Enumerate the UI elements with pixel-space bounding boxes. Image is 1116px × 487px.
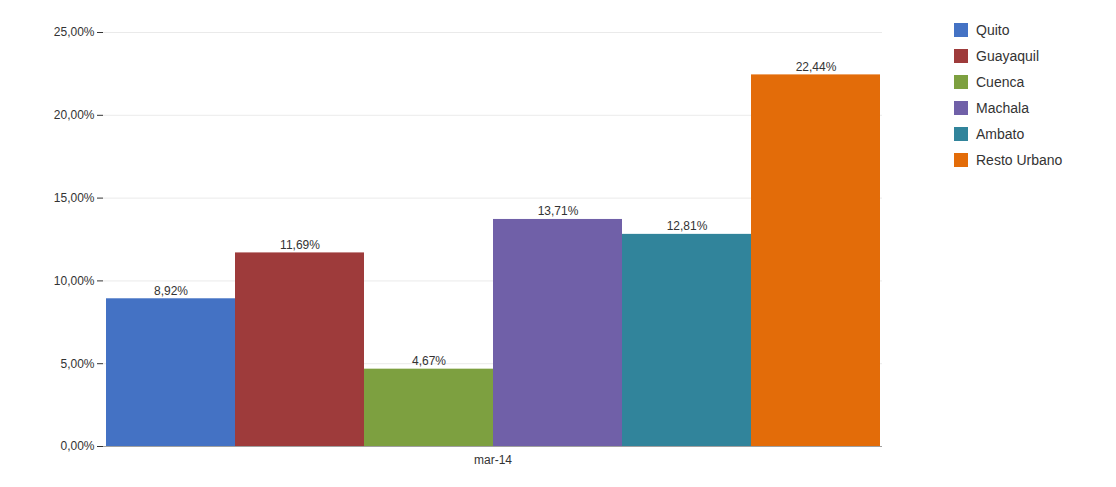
html-text:Ambato: Ambato	[976, 126, 1025, 142]
svg-text:15,00%: 15,00%	[54, 191, 95, 205]
svg-text:11,69%: 11,69%	[280, 238, 320, 252]
svg-text:10,00%: 10,00%	[54, 274, 95, 288]
html-text:Resto Urbano: Resto Urbano	[976, 152, 1063, 168]
html-text:Guayaquil: Guayaquil	[976, 48, 1039, 64]
svg-text:12,81%: 12,81%	[667, 219, 708, 233]
svg-text:22,44%: 22,44%	[796, 60, 837, 74]
svg-text:0,00%: 0,00%	[60, 439, 94, 453]
html-text:Quito: Quito	[976, 22, 1010, 38]
svg-text:5,00%: 5,00%	[60, 357, 94, 371]
html-text:Machala: Machala	[976, 100, 1029, 116]
svg-text:mar-14: mar-14	[474, 453, 512, 467]
svg-text:4,67%: 4,67%	[412, 354, 446, 368]
svg-text:8,92%: 8,92%	[154, 284, 188, 298]
svg-text:25,00%: 25,00%	[54, 25, 95, 39]
svg-text:13,71%: 13,71%	[538, 204, 579, 218]
html-text:Cuenca: Cuenca	[976, 74, 1025, 90]
svg-text:20,00%: 20,00%	[54, 108, 95, 122]
